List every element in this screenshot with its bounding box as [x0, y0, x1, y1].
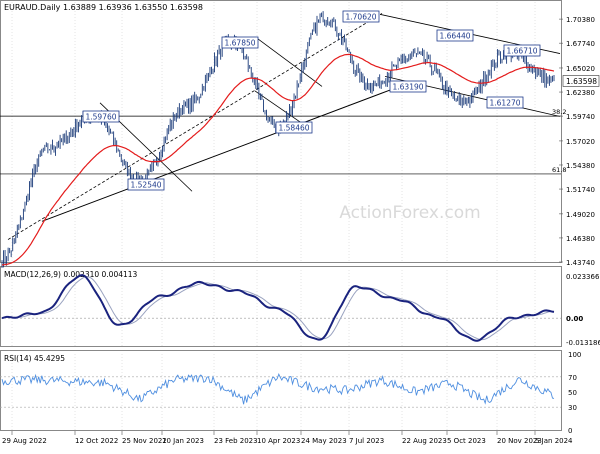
macd-title: MACD(12,26,9) 0.002310 0.004113 — [4, 270, 138, 279]
time-tick-label: 7 Jul 2023 — [349, 437, 384, 445]
price-labels-layer: 1.70620 1.67850 1.66440 1.66710 1.59760 1.631… — [82, 10, 541, 191]
macd-tick-label: 0.00 — [566, 315, 583, 323]
price-tick-label: 1.43740 — [566, 259, 595, 267]
rsi-panel-frame — [0, 350, 562, 431]
ema-line — [1, 53, 555, 266]
price-label-box — [389, 80, 427, 93]
price-label: 1.59760 — [86, 113, 117, 122]
macd-panel-frame — [0, 266, 562, 347]
grid-layer — [11, 2, 536, 430]
price-tick-label: 1.46380 — [566, 235, 595, 243]
price-label: 1.52540 — [131, 181, 162, 190]
price-tick-label: 1.67740 — [566, 40, 595, 48]
price-label: 1.66710 — [507, 47, 538, 56]
time-tick-label: 20 Nov 2023 — [497, 437, 542, 445]
price-label: 1.61270 — [490, 99, 521, 108]
price-label-box — [503, 44, 541, 57]
falling-trendline-apr — [257, 38, 323, 87]
fib-level-label: 61.8 — [552, 166, 566, 174]
time-tick-label: 10 Jan 2023 — [162, 437, 204, 445]
rsi-tick-label: 100 — [568, 351, 581, 359]
rising-trendline — [41, 89, 391, 222]
dashed-channel-line — [7, 13, 383, 240]
price-panel-frame — [0, 0, 562, 263]
time-tick-label: 10 Apr 2023 — [257, 437, 300, 445]
rsi-tick-label: 70 — [568, 374, 577, 382]
price-bars-layer — [1, 11, 555, 268]
price-tick-label: 1.70380 — [566, 16, 595, 24]
price-label-box — [486, 96, 524, 109]
time-tick-label: 29 Aug 2022 — [2, 437, 47, 445]
price-label: 1.58460 — [279, 124, 310, 133]
time-tick-label: 12 Oct 2022 — [75, 437, 118, 445]
price-tick-label: 1.49020 — [566, 211, 595, 219]
time-tick-label: 23 Feb 2023 — [214, 437, 258, 445]
macd-line — [1, 274, 555, 342]
price-label-box — [221, 36, 259, 49]
price-label-box — [275, 121, 313, 134]
price-label: 1.63190 — [393, 83, 424, 92]
fib-level-label: 38.2 — [552, 108, 566, 116]
time-tick-label: 22 Aug 2023 — [402, 437, 447, 445]
macd-tick-label: 0.023366 — [566, 273, 600, 281]
current-price-tag: 1.63598 — [562, 75, 600, 87]
current-price-box — [562, 75, 600, 87]
price-tick-label: 1.51740 — [566, 186, 595, 194]
price-tick-label: 1.54380 — [566, 162, 595, 170]
price-axis: 1.70380 1.67740 1.65020 1.62380 1.59740 1.570… — [559, 16, 595, 267]
time-tick-label: 5 Jan 2024 — [535, 437, 573, 445]
price-label: 1.66440 — [440, 32, 471, 41]
time-tick-label: 5 Oct 2023 — [447, 437, 486, 445]
time-tick-label: 25 Nov 2022 — [122, 437, 167, 445]
price-tick-label: 1.59740 — [566, 113, 595, 121]
macd-axis: 0.023366 0.00 -0.013186 — [0, 273, 600, 347]
current-price-label: 1.63598 — [566, 77, 597, 86]
macd-tick-label: -0.013186 — [566, 339, 600, 347]
price-tick-label: 1.57020 — [566, 138, 595, 146]
watermark: ActionForex.com — [339, 203, 480, 223]
price-label: 1.70620 — [346, 13, 377, 22]
price-label-box — [82, 110, 120, 123]
rsi-tick-label: 0 — [568, 427, 572, 435]
falling-channel-lower-apr — [254, 90, 309, 128]
price-label-box — [342, 10, 380, 23]
price-label: 1.67850 — [225, 39, 256, 48]
price-tick-label: 1.65020 — [566, 65, 595, 73]
chart-header: EURAUD.Daily 1.63889 1.63936 1.63550 1.6… — [4, 3, 203, 12]
rsi-tick-label: 50 — [568, 389, 577, 397]
rsi-title: RSI(14) 45.4295 — [4, 354, 65, 363]
price-label-box — [127, 178, 165, 191]
time-tick-label: 24 May 2023 — [301, 437, 347, 445]
price-label-box — [436, 29, 474, 42]
rsi-tick-label: 30 — [568, 404, 577, 412]
price-tick-label: 1.62380 — [566, 89, 595, 97]
rsi-line — [1, 373, 555, 405]
